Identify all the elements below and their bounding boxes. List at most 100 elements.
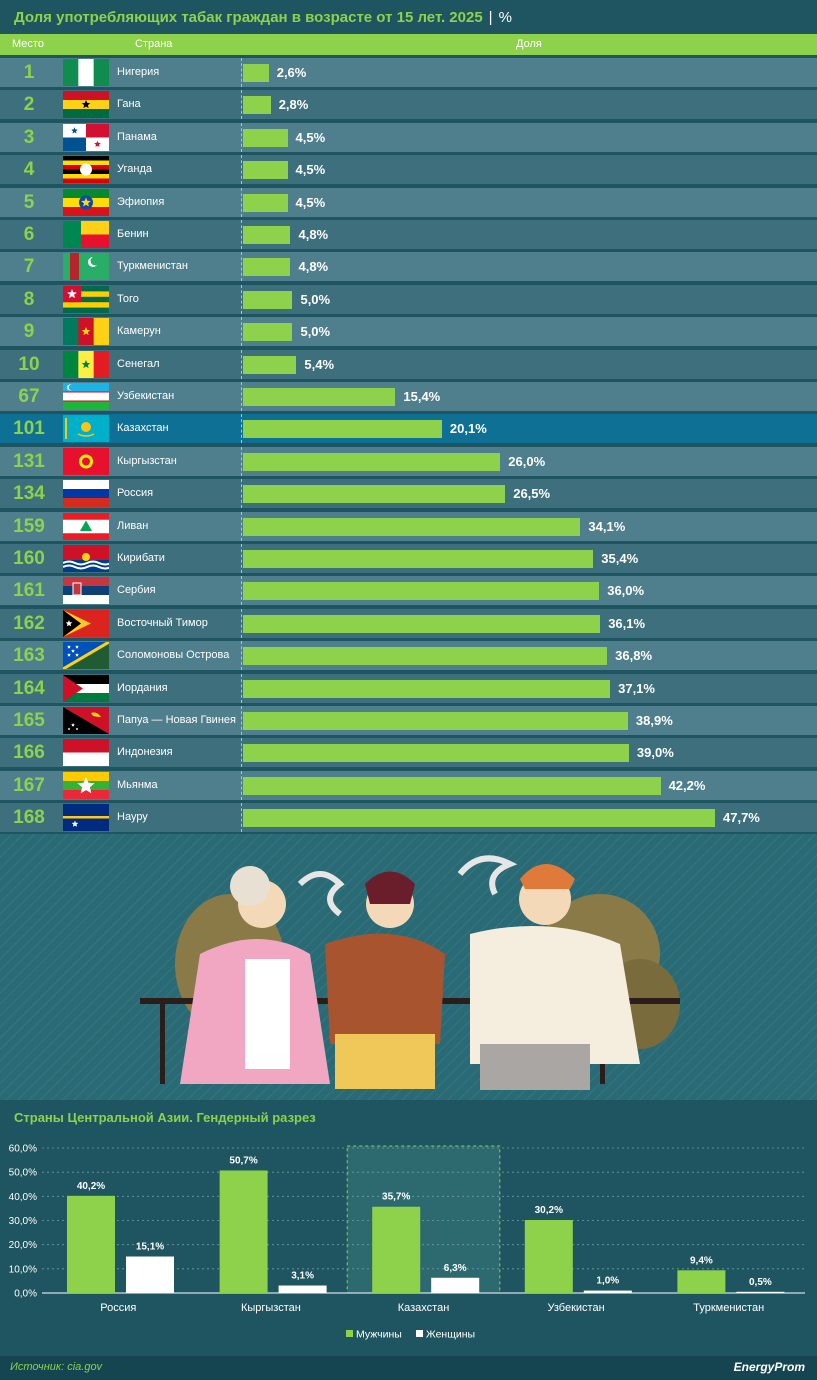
gender-value-label: 6,3% <box>444 1263 467 1274</box>
gender-chart-title: Страны Центральной Азии. Гендерный разре… <box>0 1100 817 1136</box>
gender-chart-svg: 0,0% 10,0% 20,0% 30,0% 40,0% 50,0% 60,0% 40,2% 1… <box>9 1144 805 1341</box>
x-category-label: Туркменистан <box>693 1302 764 1314</box>
rank-label: 5 <box>23 191 35 213</box>
share-value-label: 47,7% <box>723 810 760 826</box>
rank-label: 134 <box>13 483 45 505</box>
share-value-label: 20,1% <box>449 421 487 437</box>
gender-value-label: 30,2% <box>535 1205 563 1216</box>
legend-label: Мужчины <box>356 1329 402 1341</box>
share-bar <box>243 388 396 406</box>
share-value-label: 42,2% <box>668 777 706 793</box>
nigeria-flag-icon <box>63 59 109 86</box>
row-divider <box>241 220 242 249</box>
country-label: Папуа — Новая Гвинея <box>117 714 236 726</box>
country-label: Кыргызстан <box>117 454 177 467</box>
x-category-label: Россия <box>100 1302 136 1314</box>
table-row: 6 Бенин 4,8% <box>0 220 817 249</box>
indonesia-flag-icon <box>63 739 109 767</box>
gender-bar-male <box>372 1206 421 1293</box>
share-bar <box>243 64 269 82</box>
country-label: Россия <box>117 487 154 500</box>
table-row: 161 Сербия 36,0% <box>0 576 817 606</box>
share-value-label: 34,1% <box>588 518 626 534</box>
country-label: Сенегал <box>117 357 160 370</box>
row-divider <box>241 349 242 379</box>
share-value-label: 4,8% <box>298 227 329 242</box>
kazakhstan-flag-icon <box>63 415 109 443</box>
gender-value-label: 40,2% <box>77 1181 105 1192</box>
y-tick-label: 0,0% <box>14 1289 37 1300</box>
country-label: Бенин <box>117 228 149 240</box>
gender-bar-female <box>583 1290 632 1293</box>
rank-label: 131 <box>13 450 45 472</box>
country-label: Камерун <box>117 325 161 338</box>
country-label: Эфиопия <box>117 195 165 208</box>
row-divider <box>241 673 242 703</box>
share-bar <box>243 582 600 601</box>
row-divider <box>241 576 242 606</box>
y-tick-label: 40,0% <box>9 1192 37 1203</box>
share-bar <box>243 355 297 374</box>
row-divider <box>241 284 242 314</box>
gender-bar-female <box>126 1256 174 1293</box>
rank-label: 168 <box>13 807 45 829</box>
share-bar <box>243 679 611 698</box>
panama-flag-icon <box>63 123 109 151</box>
country-label: Того <box>117 292 139 305</box>
country-label: Сербия <box>117 584 156 597</box>
country-label: Нигерия <box>117 66 160 78</box>
country-label: Восточный Тимор <box>117 616 208 629</box>
togo-flag-icon <box>63 285 109 313</box>
share-value-label: 37,1% <box>618 680 655 696</box>
title-separator: | <box>488 8 493 26</box>
row-divider <box>241 479 242 509</box>
share-value-label: 38,9% <box>635 713 673 728</box>
nauru-flag-icon <box>63 804 109 832</box>
table-row: 8 Того 5,0% <box>0 284 817 314</box>
rank-label: 8 <box>23 288 35 310</box>
png-flag-icon <box>63 707 109 734</box>
x-category-label: Кыргызстан <box>241 1302 301 1314</box>
row-divider <box>241 446 242 476</box>
country-label: Узбекистан <box>117 390 175 402</box>
table-row: 10 Сенегал 5,4% <box>0 349 817 379</box>
table-row: 164 Иордания 37,1% <box>0 673 817 703</box>
table-row: 5 Эфиопия 4,5% <box>0 187 817 217</box>
russia-flag-icon <box>63 480 109 508</box>
y-tick-label: 10,0% <box>9 1264 37 1275</box>
row-divider <box>241 770 242 800</box>
rank-label: 6 <box>23 224 35 245</box>
rank-label: 67 <box>18 386 40 407</box>
rank-label: 101 <box>13 418 45 440</box>
rank-label: 161 <box>13 580 45 602</box>
row-divider <box>241 90 242 120</box>
row-divider <box>241 511 242 541</box>
row-divider <box>241 706 242 735</box>
gender-bar-female <box>736 1291 785 1293</box>
table-row: 167 Мьянма 42,2% <box>0 770 817 800</box>
smokers-illustration <box>0 834 817 1100</box>
share-value-label: 2,8% <box>278 97 309 113</box>
gender-bar-female <box>431 1277 480 1293</box>
turkmenistan-flag-icon <box>63 253 109 281</box>
gender-value-label: 0,5% <box>749 1277 772 1288</box>
rank-label: 2 <box>23 94 35 116</box>
table-row: 163 Соломоновы Острова 36,8% <box>0 641 817 671</box>
rank-label: 166 <box>13 742 45 764</box>
table-row: 160 Кирибати 35,4% <box>0 544 817 573</box>
share-bar <box>243 809 715 828</box>
share-bar <box>243 647 608 666</box>
row-divider <box>241 382 242 411</box>
man-shirt <box>470 926 640 1064</box>
table-row: 168 Науру 47,7% <box>0 803 817 833</box>
row-divider <box>241 155 242 185</box>
brand-logo: EnergyProm <box>733 1360 805 1374</box>
rank-label: 160 <box>13 548 45 569</box>
table-row: 162 Восточный Тимор 36,1% <box>0 608 817 638</box>
rank-label: 162 <box>13 612 45 634</box>
country-label: Индонезия <box>117 746 173 759</box>
country-label: Уганда <box>117 163 152 176</box>
serbia-flag-icon <box>63 577 109 605</box>
row-divider <box>241 738 242 768</box>
column-share: Доля <box>516 38 542 50</box>
